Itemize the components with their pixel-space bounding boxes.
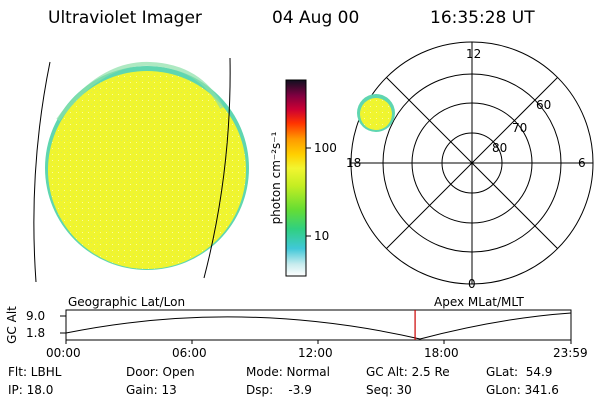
y-tick-label-9: 9.0 <box>26 309 46 323</box>
info-seq: Seq: 30 <box>366 383 412 397</box>
polar-plot <box>350 41 594 285</box>
altitude-plot <box>60 309 572 344</box>
y-tick-label-1-8: 1.8 <box>26 326 46 340</box>
mlt-label-18: 18 <box>346 156 362 170</box>
x-tick-label-0000: 00:00 <box>46 346 81 360</box>
projected-disk <box>360 98 392 130</box>
x-tick-label-1800: 18:00 <box>424 346 459 360</box>
disk-body <box>48 71 246 269</box>
colorbar-gradient <box>285 79 307 277</box>
geographic-label: Geographic Lat/Lon <box>68 295 186 309</box>
terminator-line-left <box>33 61 51 283</box>
info-flt: Flt: LBHL <box>8 365 62 379</box>
terminator-line-right <box>203 57 231 279</box>
colorbar-label-100: 100 <box>314 141 337 155</box>
mlt-label-6: 6 <box>578 156 586 170</box>
x-tick-label-0600: 06:00 <box>172 346 207 360</box>
polar-diagonal-b <box>385 76 559 250</box>
mlat-label-80: 80 <box>492 141 508 155</box>
info-dsp: Dsp: -3.9 <box>246 383 312 397</box>
colorbar-unit-label: photon cm⁻²s⁻¹ <box>269 131 283 225</box>
altitude-axis-label: GC Alt <box>5 306 19 344</box>
altitude-curve <box>65 312 572 340</box>
info-gcalt: GC Alt: 2.5 Re <box>366 365 450 379</box>
info-gain: Gain: 13 <box>126 383 177 397</box>
disk-limb-brightening <box>56 61 224 122</box>
apex-label: Apex MLat/MLT <box>434 295 524 309</box>
x-tick-label-1200: 12:00 <box>298 346 333 360</box>
mlt-label-12: 12 <box>466 47 482 61</box>
observation-date: 04 Aug 00 <box>272 8 360 28</box>
altitude-plot-frame <box>65 309 572 341</box>
x-tick-label-2359: 23:59 <box>553 346 588 360</box>
info-glon: GLon: 341.6 <box>486 383 559 397</box>
instrument-title: Ultraviolet Imager <box>48 8 202 28</box>
colorbar <box>285 79 311 277</box>
info-ip: IP: 18.0 <box>8 383 54 397</box>
mlat-label-60: 60 <box>536 98 552 112</box>
colorbar-label-10: 10 <box>314 229 330 243</box>
mlt-label-0: 0 <box>468 277 476 291</box>
earth-disk-image <box>33 57 249 283</box>
observation-time: 16:35:28 UT <box>430 8 535 28</box>
info-mode: Mode: Normal <box>246 365 330 379</box>
info-glat: GLat: 54.9 <box>486 365 553 379</box>
info-door: Door: Open <box>126 365 195 379</box>
mlat-label-70: 70 <box>512 121 528 135</box>
